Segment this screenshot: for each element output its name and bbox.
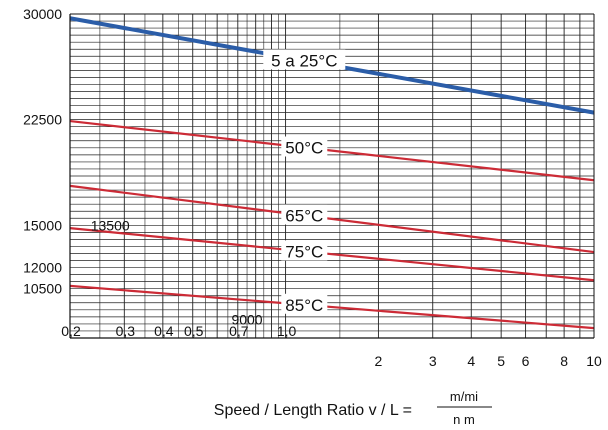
y-tick-label: 12000 — [23, 260, 62, 276]
series-label-background — [281, 136, 328, 157]
series-label-background — [281, 293, 328, 314]
chart-labels: 5 a 25°C 50°C 65°C 75°C 85°C 13500 9000 — [91, 49, 346, 328]
series-label: 50°C — [285, 139, 323, 158]
x-tick-label: 0,2 — [61, 323, 81, 339]
series-line — [69, 284, 595, 330]
x-tick-label: 0,7 — [229, 323, 249, 339]
x-axis-label-text: Speed / Length Ratio v / L = — [214, 402, 412, 419]
chart-axes: 30000 22500 15000 12000 10500 0,2 0,3 0,4 0,5 0,7… — [23, 6, 602, 369]
x-tick-label: 1,0 — [277, 323, 297, 339]
y-tick-label: 30000 — [23, 6, 62, 22]
x-tick-label: 0,4 — [154, 323, 174, 339]
series-label-background — [281, 204, 328, 225]
y-tick-label: 22500 — [23, 112, 62, 128]
annotation-label: 9000 — [231, 312, 262, 328]
x-tick-label: 0,5 — [184, 323, 204, 339]
series-line — [69, 119, 595, 182]
series-line — [69, 184, 595, 254]
x-axis-label: Speed / Length Ratio v / L = m/mi n m — [214, 389, 492, 427]
annotation-label: 13500 — [91, 217, 130, 233]
x-tick-label: 6 — [522, 353, 530, 369]
series-label: 75°C — [285, 242, 323, 261]
series-label-background — [263, 49, 346, 70]
series-line — [69, 227, 595, 282]
x-tick-label: 8 — [560, 353, 568, 369]
chart-grid — [69, 13, 595, 339]
y-tick-label: 10500 — [23, 281, 62, 297]
x-axis-label-denominator: n m — [453, 412, 475, 427]
x-tick-label: 0,3 — [116, 323, 136, 339]
x-axis-label-numerator: m/mi — [450, 389, 478, 404]
series-label: 85°C — [285, 296, 323, 315]
series-label: 65°C — [285, 206, 323, 225]
x-tick-label: 3 — [429, 353, 437, 369]
series-label: 5 a 25°C — [271, 51, 337, 70]
series-label-background — [281, 240, 328, 261]
x-tick-label: 2 — [375, 353, 383, 369]
x-tick-label: 10 — [586, 353, 602, 369]
x-tick-label: 5 — [497, 353, 505, 369]
y-tick-label: 15000 — [23, 217, 62, 233]
x-tick-label: 4 — [467, 353, 475, 369]
